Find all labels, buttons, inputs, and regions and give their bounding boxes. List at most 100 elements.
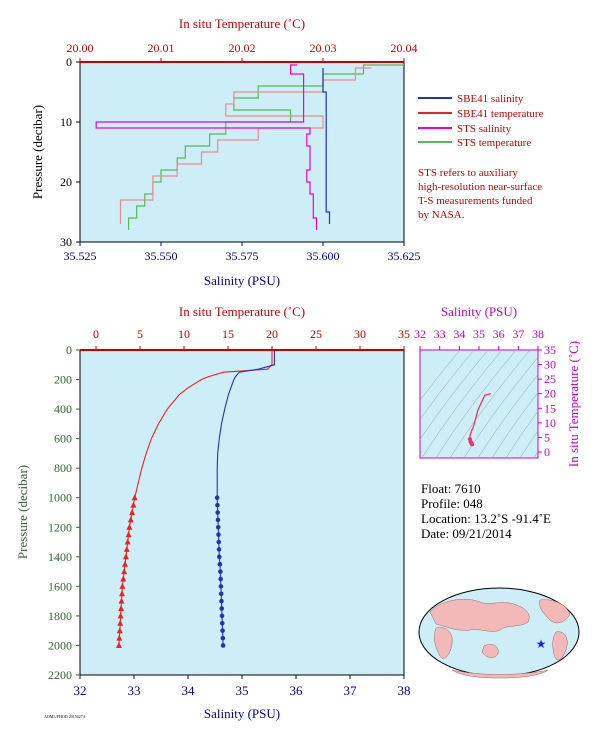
bottom-top-tick-label-6: 30 xyxy=(354,327,366,341)
bottom-bottom-tick-label-4: 36 xyxy=(290,683,304,698)
date: Date: 09/21/2014 xyxy=(421,526,512,541)
ts-top-ticks: 32 33 34 35 36 37 38 xyxy=(414,327,544,350)
temperature-marker-4 xyxy=(126,523,133,530)
salinity-marker-19 xyxy=(220,635,226,641)
bottom-bottom-tick-label-6: 38 xyxy=(398,683,411,698)
bottom-y-tick-label-4: 800 xyxy=(54,461,72,475)
temperature-marker-18 xyxy=(116,627,123,634)
salinity-marker-7 xyxy=(216,547,222,552)
temperature-marker-13 xyxy=(119,590,125,597)
bottom-y-tick-label-5: 1000 xyxy=(48,491,72,505)
top-top-tick-label-3: 20.03 xyxy=(310,41,337,55)
bottom-bottom-tick-label-2: 34 xyxy=(182,683,196,698)
bottom-top-tick-label-0: 0 xyxy=(93,327,99,341)
temperature-marker-17 xyxy=(117,619,124,626)
temperature-marker-16 xyxy=(117,612,124,619)
top-panel: In situ Temperature (˚C) 20.00 20.01 20.02… xyxy=(30,16,421,288)
top-plot-area xyxy=(79,61,405,243)
temperature-marker-7 xyxy=(123,545,130,552)
top-top-tick-label-0: 20.00 xyxy=(67,41,94,55)
temperature-marker-20 xyxy=(115,642,122,648)
sts-note: STS refers to auxiliary high-resolution … xyxy=(418,167,542,221)
temperature-marker-15 xyxy=(118,605,125,611)
top-top-tick-label-2: 20.02 xyxy=(229,41,256,55)
temperature-marker-11 xyxy=(120,575,127,582)
ts-right-tick-label-3: 15 xyxy=(544,401,556,415)
profile-number: Profile: 048 xyxy=(421,496,483,511)
top-bottom-tick-label-4: 35.625 xyxy=(388,249,421,263)
salinity-marker-10 xyxy=(218,569,223,574)
top-y-tick-label-2: 20 xyxy=(60,175,72,189)
ts-top-tick-label-0: 32 xyxy=(414,327,426,341)
bottom-y-ticks: 0 200 400 600 800 1000 1200 1400 1600 1800 2000 220… xyxy=(48,343,80,682)
top-y-ticks: 0 10 20 30 xyxy=(60,55,80,249)
temperature-marker-5 xyxy=(125,531,132,538)
ts-top-tick-label-2: 34 xyxy=(453,327,465,341)
temperature-marker-19 xyxy=(116,634,123,641)
bottom-bottom-tick-label-5: 37 xyxy=(344,683,358,698)
salinity-marker-4 xyxy=(215,524,221,530)
bottom-y-tick-label-8: 1600 xyxy=(48,579,72,593)
bottom-y-tick-label-3: 600 xyxy=(54,432,72,446)
location: Location: 13.2˚S -91.4˚E xyxy=(421,511,551,526)
temperature-marker-2 xyxy=(129,509,136,515)
ts-point-13 xyxy=(470,442,475,447)
note-line-4: by NASA. xyxy=(418,209,465,221)
bottom-plot-area xyxy=(79,349,405,676)
note-line-2: high-resolution near-surface xyxy=(418,181,542,193)
legend-label-sts-temperature: STS temperature xyxy=(457,137,531,149)
ts-right-tick-label-7: 35 xyxy=(544,343,556,357)
ts-right-tick-label-2: 10 xyxy=(544,416,556,430)
top-bottom-tick-label-2: 35.575 xyxy=(226,249,259,263)
ts-density-contour-2 xyxy=(420,350,489,440)
top-line-sts-temperature xyxy=(128,64,404,230)
bottom-y-tick-label-0: 0 xyxy=(66,343,72,357)
bottom-bottom-tick-label-3: 35 xyxy=(236,683,249,698)
ts-top-tick-label-5: 37 xyxy=(512,327,524,341)
bottom-series xyxy=(115,350,275,648)
land-north-america xyxy=(539,599,571,624)
top-bottom-tick-label-3: 35.600 xyxy=(307,249,340,263)
top-bottom-tick-label-0: 35.525 xyxy=(64,249,97,263)
top-y-tick-label-3: 30 xyxy=(60,235,72,249)
temperature-marker-0 xyxy=(131,494,138,501)
ts-density-contour-8 xyxy=(491,392,538,458)
legend-label-sts-salinity: STS salinity xyxy=(457,123,512,135)
top-bottom-axis-title: Salinity (PSU) xyxy=(204,273,280,288)
salinity-profile-line xyxy=(216,350,275,646)
salinity-marker-2 xyxy=(215,510,220,515)
ts-density-contour-9 xyxy=(505,410,538,458)
temperature-marker-10 xyxy=(121,568,128,575)
ts-top-tick-label-6: 38 xyxy=(532,327,544,341)
footer-code: AOML/PHOD 20150274 xyxy=(44,714,85,719)
salinity-marker-20 xyxy=(220,643,226,648)
bottom-bottom-tick-label-0: 32 xyxy=(74,683,87,698)
ts-density-contour-3 xyxy=(421,350,503,458)
top-line-sbe41-salinity xyxy=(322,68,331,224)
top-y-axis-title: Pressure (decibar) xyxy=(30,105,45,199)
temperature-marker-9 xyxy=(122,560,128,567)
ts-plot-area xyxy=(419,349,539,459)
ts-top-tick-label-3: 35 xyxy=(473,327,485,341)
salinity-marker-9 xyxy=(217,561,223,567)
bottom-top-ticks: 0 5 10 15 20 25 30 35 xyxy=(93,327,410,350)
salinity-marker-5 xyxy=(216,532,221,537)
bottom-top-tick-label-5: 25 xyxy=(310,327,322,341)
ts-right-tick-label-1: 5 xyxy=(544,430,550,444)
ts-top-axis-title: Salinity (PSU) xyxy=(441,304,517,319)
land-australia xyxy=(481,644,499,658)
top-series xyxy=(95,64,404,230)
salinity-marker-12 xyxy=(218,584,224,589)
salinity-marker-15 xyxy=(219,606,225,611)
ts-density-contour-1 xyxy=(420,350,475,420)
temperature-marker-12 xyxy=(119,582,126,589)
bottom-y-axis-title: Pressure (decibar) xyxy=(15,465,30,559)
bottom-y-tick-label-9: 1800 xyxy=(48,609,72,623)
bottom-y-tick-label-7: 1400 xyxy=(48,550,72,564)
map-landmasses xyxy=(429,599,571,679)
bottom-y-tick-label-11: 2200 xyxy=(48,668,72,682)
temperature-marker-8 xyxy=(122,553,129,560)
bottom-panel: In situ Temperature (˚C) 0 5 10 15 20 25 30 35 … xyxy=(15,304,411,721)
